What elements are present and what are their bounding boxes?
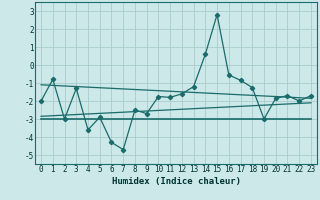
X-axis label: Humidex (Indice chaleur): Humidex (Indice chaleur) bbox=[111, 177, 241, 186]
